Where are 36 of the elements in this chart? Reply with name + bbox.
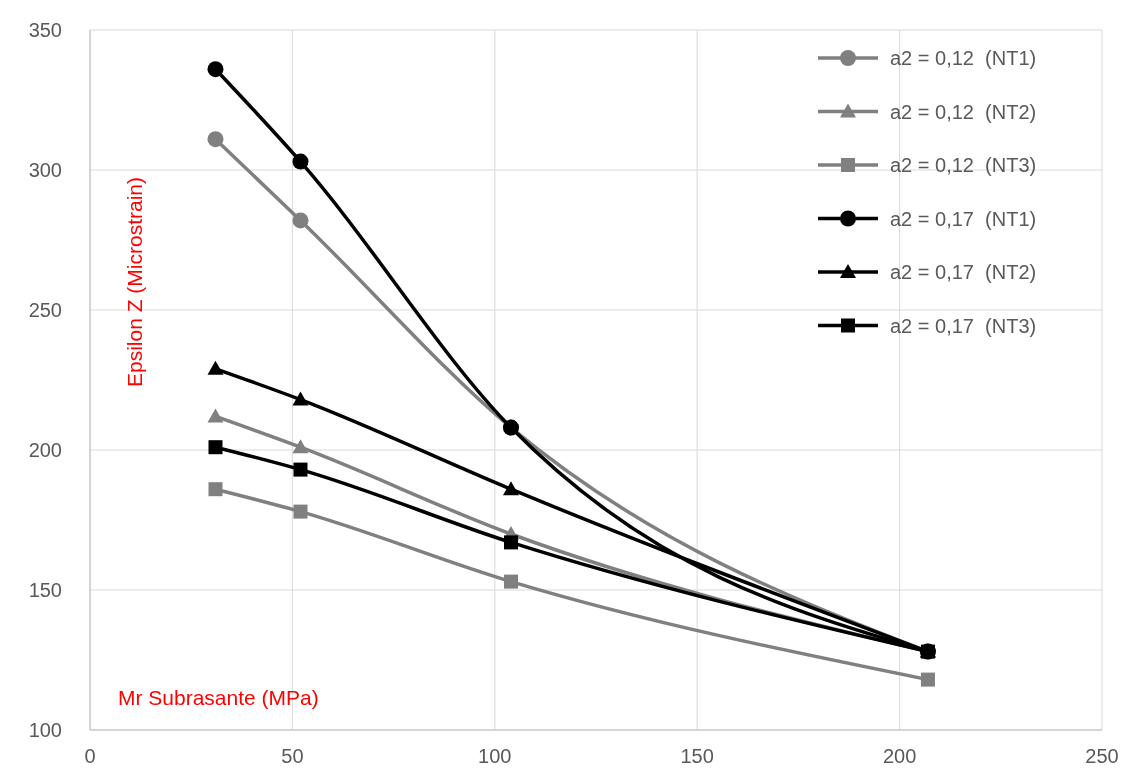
y-tick-label: 250 — [28, 299, 62, 321]
point — [292, 439, 309, 454]
legend-label: a2 = 0,12 (NT3) — [890, 154, 1037, 176]
y-tick-label: 150 — [28, 579, 62, 601]
point — [292, 153, 309, 170]
legend-label: a2 = 0,12 (NT1) — [890, 47, 1037, 69]
point — [293, 504, 308, 519]
x-tick-label: 200 — [882, 745, 917, 767]
point — [920, 672, 935, 687]
legend-label: a2 = 0,17 (NT1) — [890, 207, 1037, 230]
point — [207, 360, 224, 375]
y-tick-label: 300 — [28, 159, 62, 181]
point — [503, 535, 518, 550]
y-tick-label: 350 — [28, 19, 62, 41]
y-axis-title: Epsilon Z (Microstrain) — [123, 176, 146, 388]
y-tick-label: 100 — [28, 719, 62, 741]
point — [207, 408, 224, 423]
legend-label: a2 = 0,17 (NT3) — [890, 314, 1037, 337]
point — [207, 131, 224, 148]
legend-label: a2 = 0,12 (NT2) — [890, 100, 1037, 123]
x-tick-label: 0 — [84, 745, 96, 767]
x-axis-title: Mr Subrasante (MPa) — [118, 686, 319, 709]
point — [292, 212, 309, 229]
point — [503, 574, 518, 589]
x-tick-label: 100 — [478, 745, 512, 767]
point — [208, 482, 223, 497]
point — [207, 61, 224, 78]
y-tick-label: 200 — [28, 439, 62, 461]
x-tick-label: 50 — [281, 745, 304, 767]
point — [292, 391, 309, 406]
point — [502, 481, 519, 496]
point — [293, 462, 308, 477]
point — [208, 440, 223, 455]
legend-label: a2 = 0,17 (NT2) — [890, 261, 1037, 283]
x-tick-label: 250 — [1085, 745, 1119, 767]
x-tick-label: 150 — [680, 745, 714, 767]
